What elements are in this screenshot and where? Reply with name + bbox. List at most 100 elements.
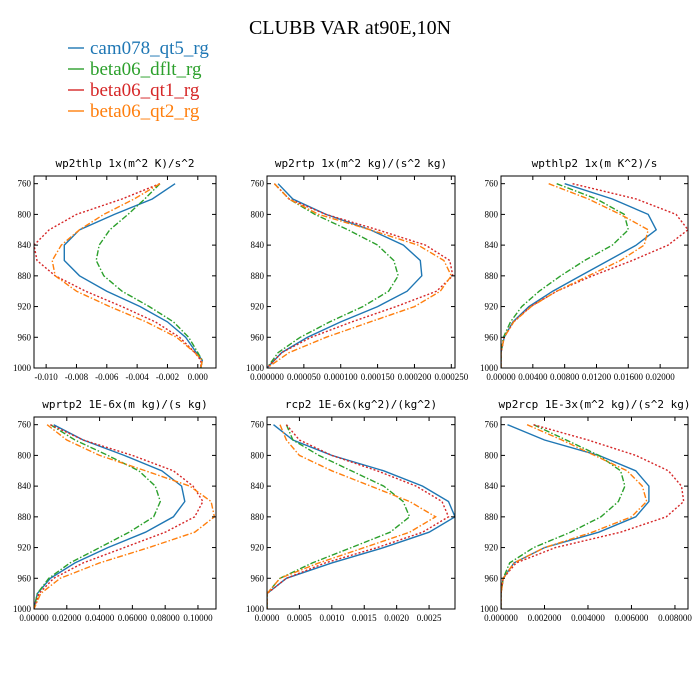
x-tick-label: 0.000200 xyxy=(398,372,432,382)
series-group xyxy=(501,183,688,368)
y-tick-label: 1000 xyxy=(246,604,265,614)
y-tick-label: 800 xyxy=(485,450,499,460)
legend-label: beta06_qt1_rg xyxy=(90,80,200,101)
y-tick-label: 840 xyxy=(485,481,499,491)
plot-frame xyxy=(33,175,217,369)
x-tick-label: 0.01600 xyxy=(614,372,644,382)
y-tick-label: 920 xyxy=(485,543,499,553)
x-tick-label: -0.010 xyxy=(35,372,59,382)
plot-frame xyxy=(500,416,689,610)
chart-panel: wp2thlp 1x(m^2 K)/s^2 760 800 840 880 920 960 1… xyxy=(13,157,217,382)
x-tick-label: 0.02000 xyxy=(646,372,676,382)
series-line-cam078_qt5_rg xyxy=(63,183,204,368)
series-line-beta06_qt2_rg xyxy=(34,424,216,609)
y-tick-label: 880 xyxy=(251,512,265,522)
x-tick-label: 0.000000 xyxy=(250,372,284,382)
x-tick-label: 0.000250 xyxy=(434,372,468,382)
x-tick-label: 0.000000 xyxy=(484,613,518,623)
y-tick-label: 760 xyxy=(485,179,499,189)
y-tick-label: 920 xyxy=(251,543,265,553)
panel-title: wp2rtp 1x(m^2 kg)/(s^2 kg) xyxy=(275,157,447,170)
y-tick-label: 960 xyxy=(251,573,265,583)
x-tick-label: 0.01200 xyxy=(582,372,612,382)
x-tick-label: 0.02000 xyxy=(52,613,82,623)
series-line-beta06_qt1_rg xyxy=(34,183,202,368)
series-line-beta06_qt2_rg xyxy=(267,183,453,368)
chart-panel: rcp2 1E-6x(kg^2)/(kg^2) 760 800 840 880 920 96… xyxy=(246,398,456,623)
x-tick-label: 0.06000 xyxy=(118,613,148,623)
series-line-beta06_dflt_rg xyxy=(95,183,204,368)
y-tick-label: 760 xyxy=(18,420,32,430)
chart-panel: wp2rtp 1x(m^2 kg)/(s^2 kg) 760 800 840 880 92… xyxy=(246,157,469,382)
y-tick-label: 800 xyxy=(18,209,32,219)
y-tick-label: 800 xyxy=(251,450,265,460)
y-tick-label: 760 xyxy=(251,179,265,189)
y-tick-label: 1000 xyxy=(13,604,32,614)
y-tick-label: 1000 xyxy=(13,363,32,373)
x-tick-label: 0.0025 xyxy=(417,613,442,623)
plot-frame xyxy=(266,175,456,369)
y-tick-label: 840 xyxy=(485,240,499,250)
x-tick-label: -0.002 xyxy=(156,372,179,382)
series-group xyxy=(34,183,204,368)
panel-title: wprtp2 1E-6x(m kg)/(s kg) xyxy=(42,398,208,411)
series-line-beta06_qt2_rg xyxy=(267,424,437,609)
series-line-cam078_qt5_rg xyxy=(267,424,455,609)
plot-frame xyxy=(33,416,217,610)
legend-item: beta06_dflt_rg xyxy=(68,59,202,80)
series-line-beta06_qt1_rg xyxy=(501,183,688,368)
series-line-cam078_qt5_rg xyxy=(501,183,658,368)
series-line-beta06_dflt_rg xyxy=(267,424,411,609)
y-tick-label: 960 xyxy=(18,332,32,342)
series-line-beta06_qt1_rg xyxy=(501,424,685,609)
x-tick-label: 0.04000 xyxy=(85,613,115,623)
chart-panel: wpthlp2 1x(m K^2)/s 760 800 840 880 920 960 100… xyxy=(480,157,689,382)
x-tick-label: 0.000100 xyxy=(324,372,358,382)
y-tick-label: 920 xyxy=(18,543,32,553)
y-tick-label: 760 xyxy=(251,420,265,430)
x-tick-label: 0.00800 xyxy=(550,372,580,382)
y-tick-label: 760 xyxy=(18,179,32,189)
chart-panel: wprtp2 1E-6x(m kg)/(s kg) 760 800 840 880 920… xyxy=(13,398,217,623)
x-tick-label: 0.006000 xyxy=(615,613,649,623)
series-line-beta06_qt1_rg xyxy=(34,424,204,609)
y-tick-label: 840 xyxy=(251,481,265,491)
legend-item: beta06_qt1_rg xyxy=(68,80,200,101)
legend-item: cam078_qt5_rg xyxy=(68,38,209,59)
y-tick-label: 960 xyxy=(251,332,265,342)
x-tick-label: 0.004000 xyxy=(571,613,605,623)
y-tick-label: 1000 xyxy=(480,363,499,373)
x-tick-label: 0.08000 xyxy=(151,613,181,623)
panel-title: wpthlp2 1x(m K^2)/s xyxy=(532,157,658,170)
x-tick-label: -0.006 xyxy=(95,372,119,382)
y-tick-label: 760 xyxy=(485,420,499,430)
legend-item: beta06_qt2_rg xyxy=(68,101,200,122)
series-line-beta06_dflt_rg xyxy=(501,424,626,609)
y-tick-label: 920 xyxy=(251,302,265,312)
chart-panel: wp2rcp 1E-3x(m^2 kg)/(s^2 kg) 760 800 840 88… xyxy=(480,398,692,623)
x-tick-label: -0.004 xyxy=(126,372,150,382)
x-tick-label: 0.002000 xyxy=(528,613,562,623)
x-tick-label: 0.000050 xyxy=(287,372,321,382)
legend-label: beta06_dflt_rg xyxy=(90,59,202,80)
x-tick-label: -0.008 xyxy=(65,372,89,382)
x-tick-label: 0.00000 xyxy=(19,613,49,623)
x-tick-label: 0.008000 xyxy=(658,613,692,623)
series-line-beta06_dflt_rg xyxy=(34,424,162,609)
y-tick-label: 800 xyxy=(485,209,499,219)
series-line-beta06_dflt_rg xyxy=(267,183,399,368)
series-group xyxy=(267,183,454,368)
y-tick-label: 840 xyxy=(18,481,32,491)
y-tick-label: 840 xyxy=(251,240,265,250)
y-tick-label: 880 xyxy=(251,271,265,281)
x-tick-label: 0.00400 xyxy=(518,372,548,382)
y-tick-label: 840 xyxy=(18,240,32,250)
x-tick-label: 0.0000 xyxy=(255,613,280,623)
plot-frame xyxy=(266,416,456,610)
y-tick-label: 960 xyxy=(485,573,499,583)
series-line-cam078_qt5_rg xyxy=(267,183,423,368)
y-tick-label: 800 xyxy=(18,450,32,460)
y-tick-label: 880 xyxy=(485,512,499,522)
y-tick-label: 880 xyxy=(18,512,32,522)
series-group xyxy=(267,424,455,609)
